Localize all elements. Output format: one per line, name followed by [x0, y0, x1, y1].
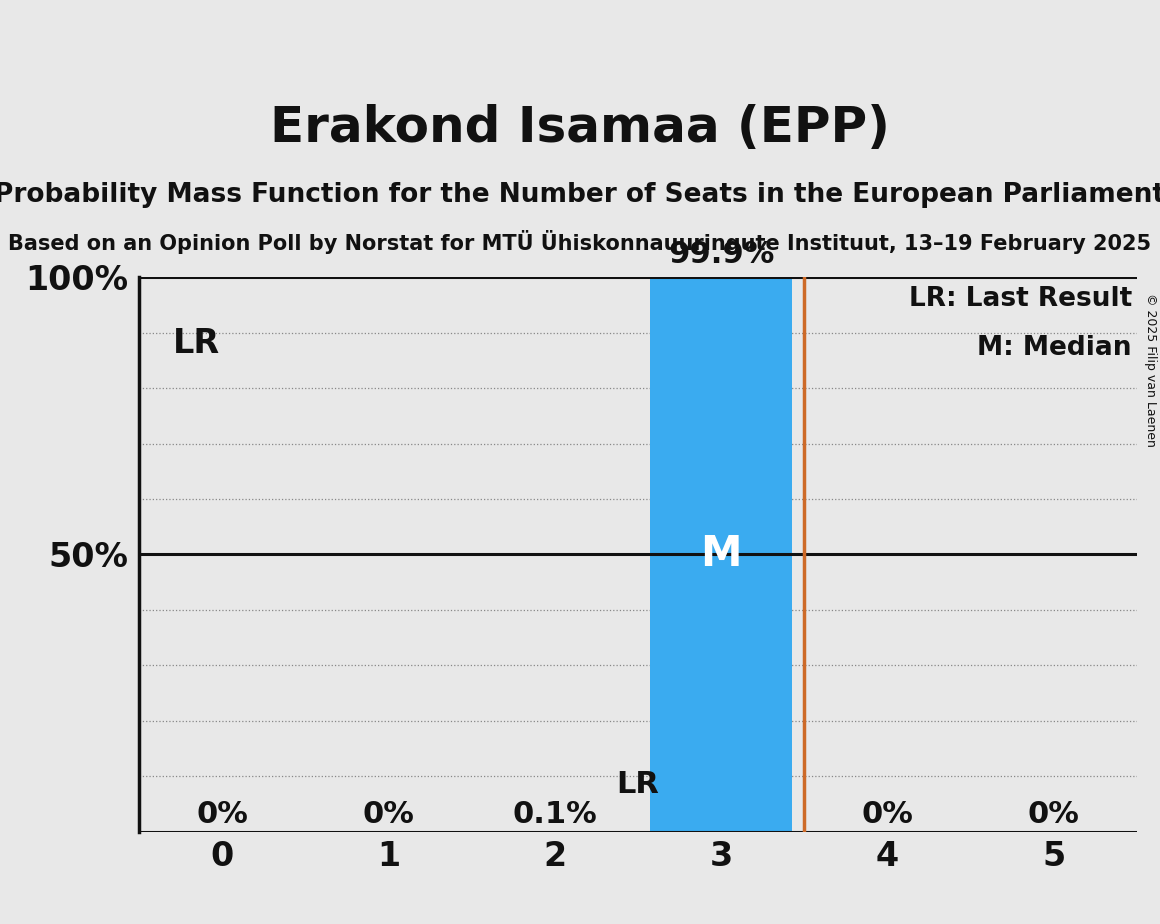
Text: © 2025 Filip van Laenen: © 2025 Filip van Laenen — [1144, 293, 1158, 446]
Text: 0%: 0% — [862, 800, 913, 829]
Text: LR: Last Result: LR: Last Result — [908, 286, 1132, 311]
Text: Erakond Isamaa (EPP): Erakond Isamaa (EPP) — [270, 104, 890, 152]
Text: 0%: 0% — [363, 800, 414, 829]
Text: M: Median: M: Median — [978, 335, 1132, 361]
Text: Based on an Opinion Poll by Norstat for MTÜ Ühiskonnauuringute Instituut, 13–19 : Based on an Opinion Poll by Norstat for … — [8, 230, 1152, 254]
Text: 0%: 0% — [196, 800, 248, 829]
Text: LR: LR — [173, 327, 219, 360]
Text: 0.1%: 0.1% — [513, 800, 597, 829]
Text: 0%: 0% — [1028, 800, 1080, 829]
Text: LR: LR — [617, 770, 659, 799]
Text: 99.9%: 99.9% — [668, 240, 775, 269]
Text: Probability Mass Function for the Number of Seats in the European Parliament: Probability Mass Function for the Number… — [0, 182, 1160, 208]
Bar — [651, 278, 792, 832]
Text: M: M — [701, 533, 742, 576]
